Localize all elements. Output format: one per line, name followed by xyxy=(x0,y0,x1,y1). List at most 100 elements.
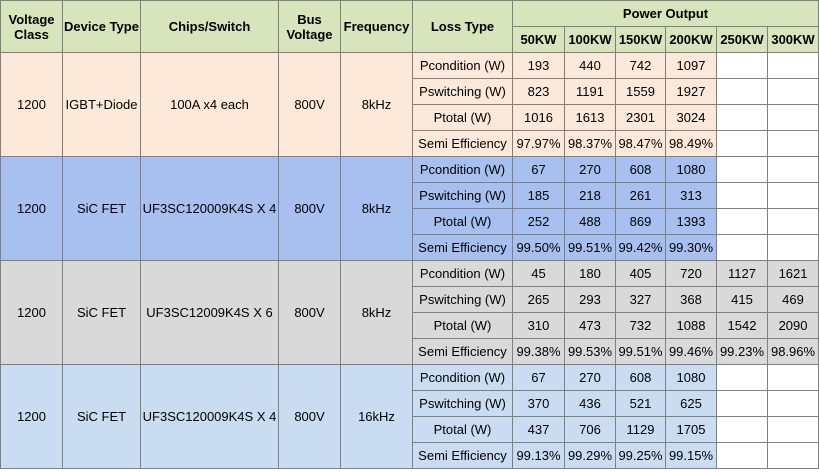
empty-cell xyxy=(766,416,819,443)
loss-value: 193 xyxy=(512,52,565,79)
device-type: SiC FET xyxy=(62,260,141,365)
loss-value: 823 xyxy=(512,78,565,105)
loss-type: Semi Efficiency xyxy=(412,442,513,469)
loss-value: 327 xyxy=(615,286,666,313)
chips: UF3SC120009K4S X 4 xyxy=(140,156,279,261)
loss-value: 45 xyxy=(512,260,565,287)
voltage-class: 1200 xyxy=(0,156,63,261)
loss-value: 1016 xyxy=(512,104,565,131)
loss-value: 488 xyxy=(564,208,616,235)
empty-cell xyxy=(766,364,819,391)
data-row: Pswitching (W) 370 436 521 625 xyxy=(1,390,819,417)
empty-cell xyxy=(766,234,819,261)
loss-type: Pcondition (W) xyxy=(412,364,513,391)
loss-value: 625 xyxy=(665,390,717,417)
empty-cell xyxy=(766,130,819,157)
power-level-header: 300KW xyxy=(766,26,819,53)
power-level-header: 100KW xyxy=(564,26,616,53)
loss-value: 469 xyxy=(766,286,819,313)
loss-value: 1129 xyxy=(615,416,666,443)
loss-value: 99.25% xyxy=(615,442,666,469)
data-row: Semi Efficiency 97.97% 98.37% 98.47% 98.49% xyxy=(1,130,819,157)
bus-voltage: 800V xyxy=(278,260,341,365)
loss-type: Semi Efficiency xyxy=(412,338,513,365)
loss-type: Pswitching (W) xyxy=(412,78,513,105)
column-header: Bus Voltage xyxy=(278,0,341,53)
loss-value: 99.29% xyxy=(564,442,616,469)
loss-value: 99.53% xyxy=(564,338,616,365)
loss-value: 1613 xyxy=(564,104,616,131)
power-level-header: 50KW xyxy=(512,26,565,53)
loss-value: 99.30% xyxy=(665,234,717,261)
loss-value: 440 xyxy=(564,52,616,79)
data-row: 1200 SiC FET UF3SC120009K4S X 4 800V 16kHz Pc… xyxy=(0,364,819,469)
loss-value: 1393 xyxy=(665,208,717,235)
bus-voltage: 800V xyxy=(278,364,341,469)
frequency: 8kHz xyxy=(340,52,413,157)
loss-value: 270 xyxy=(564,156,616,183)
loss-type: Pcondition (W) xyxy=(412,260,513,287)
loss-value: 99.51% xyxy=(615,338,666,365)
loss-value: 293 xyxy=(564,286,616,313)
loss-value: 99.50% xyxy=(512,234,565,261)
loss-value: 608 xyxy=(615,364,666,391)
data-row: Ptotal (W) 1016 1613 2301 3024 xyxy=(1,104,819,131)
loss-type: Pcondition (W) xyxy=(412,52,513,79)
empty-cell xyxy=(716,104,768,131)
data-row: 1200 IGBT+Diode 100A x4 each 800V 8kHz Pcondi… xyxy=(0,52,819,157)
power-level-header: 250KW xyxy=(716,26,768,53)
loss-value: 521 xyxy=(615,390,666,417)
loss-value: 436 xyxy=(564,390,616,417)
empty-cell xyxy=(766,442,819,469)
device-type: IGBT+Diode xyxy=(62,52,141,157)
loss-type: Pswitching (W) xyxy=(412,390,513,417)
empty-cell xyxy=(716,156,768,183)
loss-type: Pswitching (W) xyxy=(412,286,513,313)
loss-value: 608 xyxy=(615,156,666,183)
loss-value: 1705 xyxy=(665,416,717,443)
frequency: 16kHz xyxy=(340,364,413,469)
loss-value: 3024 xyxy=(665,104,717,131)
loss-value: 265 xyxy=(512,286,565,313)
empty-cell xyxy=(716,52,768,79)
loss-value: 368 xyxy=(665,286,717,313)
loss-value: 1097 xyxy=(665,52,717,79)
loss-value: 742 xyxy=(615,52,666,79)
data-row: Ptotal (W) 437 706 1129 1705 xyxy=(1,416,819,443)
data-row: Ptotal (W) 252 488 869 1393 xyxy=(1,208,819,235)
empty-cell xyxy=(716,442,768,469)
loss-value: 1088 xyxy=(665,312,717,339)
loss-type: Semi Efficiency xyxy=(412,234,513,261)
column-header: Chips/Switch xyxy=(140,0,279,53)
empty-cell xyxy=(716,390,768,417)
loss-value: 1621 xyxy=(766,260,819,287)
loss-value: 218 xyxy=(564,182,616,209)
loss-value: 270 xyxy=(564,364,616,391)
loss-value: 1559 xyxy=(615,78,666,105)
chips: UF3SC120009K4S X 4 xyxy=(140,364,279,469)
empty-cell xyxy=(766,104,819,131)
empty-cell xyxy=(716,234,768,261)
bus-voltage: 800V xyxy=(278,52,341,157)
loss-value: 2090 xyxy=(766,312,819,339)
empty-cell xyxy=(716,364,768,391)
header-row: 50KW 100KW 150KW 200KW 250KW 300KW xyxy=(1,26,819,53)
loss-value: 67 xyxy=(512,156,565,183)
loss-value: 99.46% xyxy=(665,338,717,365)
data-row: Semi Efficiency 99.13% 99.29% 99.25% 99.15% xyxy=(1,442,819,469)
loss-type: Pcondition (W) xyxy=(412,156,513,183)
loss-value: 2301 xyxy=(615,104,666,131)
loss-value: 98.96% xyxy=(766,338,819,365)
loss-value: 437 xyxy=(512,416,565,443)
data-row: Semi Efficiency 99.50% 99.51% 99.42% 99.30% xyxy=(1,234,819,261)
loss-type: Ptotal (W) xyxy=(412,104,513,131)
empty-cell xyxy=(766,156,819,183)
power-level-header: 150KW xyxy=(615,26,666,53)
frequency: 8kHz xyxy=(340,156,413,261)
loss-value: 252 xyxy=(512,208,565,235)
column-header: Frequency xyxy=(340,0,413,53)
loss-value: 313 xyxy=(665,182,717,209)
empty-cell xyxy=(766,390,819,417)
